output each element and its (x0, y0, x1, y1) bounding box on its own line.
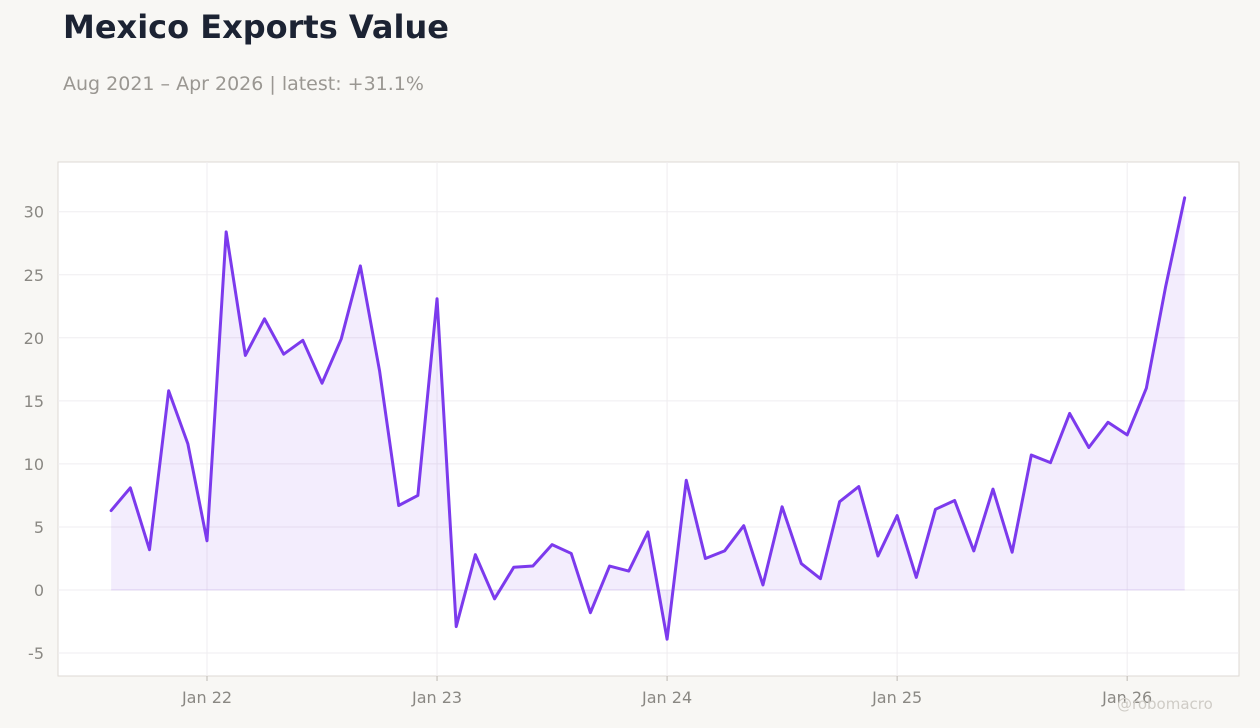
data-point (416, 494, 419, 497)
data-point (972, 549, 975, 552)
y-tick-label: 20 (24, 329, 44, 348)
data-point (723, 549, 726, 552)
data-point (282, 353, 285, 356)
y-tick-label: 15 (24, 392, 44, 411)
data-point (608, 565, 611, 568)
data-point (225, 230, 228, 233)
data-point (781, 505, 784, 508)
data-point (627, 570, 630, 573)
y-tick-label: 0 (34, 581, 44, 600)
y-tick-label: 5 (34, 518, 44, 537)
x-tick-label: Jan 24 (641, 688, 692, 707)
data-point (704, 557, 707, 560)
data-point (800, 562, 803, 565)
data-point (148, 548, 151, 551)
y-tick-label: 10 (24, 455, 44, 474)
data-point (110, 509, 113, 512)
data-point (436, 297, 439, 300)
chart-title: Mexico Exports Value (63, 8, 449, 46)
data-point (551, 543, 554, 546)
x-tick-label: Jan 22 (181, 688, 232, 707)
data-point (1183, 196, 1186, 199)
data-point (1126, 433, 1129, 436)
data-point (1164, 286, 1167, 289)
data-point (991, 488, 994, 491)
data-point (570, 552, 573, 555)
data-point (896, 514, 899, 517)
data-point (1087, 446, 1090, 449)
data-point (1011, 551, 1014, 554)
data-point (876, 554, 879, 557)
data-point (1145, 387, 1148, 390)
data-point (474, 553, 477, 556)
data-point (934, 508, 937, 511)
data-point (857, 485, 860, 488)
data-point (321, 382, 324, 385)
data-point (819, 577, 822, 580)
data-point (646, 530, 649, 533)
data-point (666, 638, 669, 641)
x-tick-label: Jan 23 (411, 688, 462, 707)
data-point (1068, 412, 1071, 415)
data-point (953, 499, 956, 502)
data-point (512, 566, 515, 569)
data-point (397, 504, 400, 507)
y-tick-label: 30 (24, 203, 44, 222)
data-point (685, 479, 688, 482)
data-point (493, 597, 496, 600)
data-point (206, 539, 209, 542)
watermark: @robomacro (1117, 695, 1213, 713)
data-point (455, 625, 458, 628)
y-tick-label: -5 (28, 644, 44, 663)
data-point (1106, 421, 1109, 424)
data-point (589, 611, 592, 614)
data-point (761, 583, 764, 586)
data-point (742, 524, 745, 527)
data-point (263, 317, 266, 320)
data-point (915, 576, 918, 579)
data-point (167, 389, 170, 392)
data-point (838, 500, 841, 503)
series-line (109, 196, 1187, 641)
data-point (301, 339, 304, 342)
y-tick-label: 25 (24, 266, 44, 285)
data-point (1049, 461, 1052, 464)
data-point (1030, 454, 1033, 457)
x-tick-label: Jan 26 (1101, 688, 1152, 707)
data-point (340, 338, 343, 341)
data-point (378, 369, 381, 372)
x-tick-label: Jan 25 (871, 688, 922, 707)
data-point (359, 264, 362, 267)
data-point (531, 565, 534, 568)
data-point (129, 486, 132, 489)
series-area (111, 197, 1185, 640)
data-point (244, 354, 247, 357)
chart-subtitle: Aug 2021 – Apr 2026 | latest: +31.1% (63, 73, 424, 95)
data-point (186, 442, 189, 445)
